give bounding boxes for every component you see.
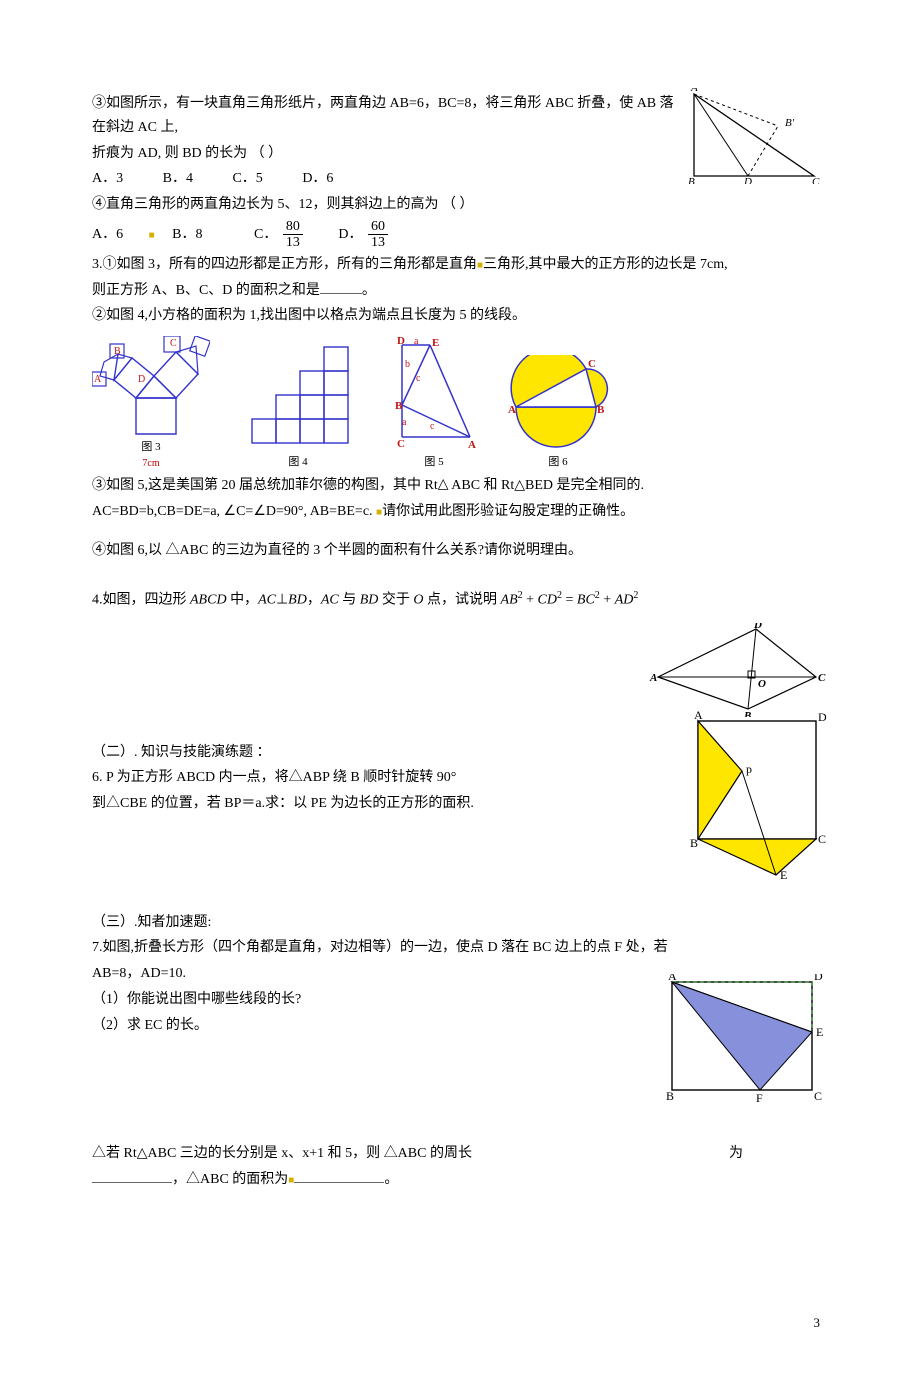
q3-3: ②如图 4,小方格的面积为 1,找出图中以格点为端点且长度为 5 的线段。 xyxy=(92,304,828,328)
q5-l2: AC=BD=b,CB=DE=a, ∠C=∠D=90°, AB=BE=c. ■请你… xyxy=(92,500,828,524)
q3-2: 则正方形 A、B、C、D 的面积之和是。 xyxy=(92,279,828,303)
svg-text:A: A xyxy=(508,404,516,416)
frac-c: 80 13 xyxy=(283,219,303,251)
opt-b: B．4 xyxy=(163,171,193,186)
svg-text:b: b xyxy=(405,359,410,370)
svg-text:B': B' xyxy=(785,117,795,129)
opt-d: D．6 xyxy=(302,171,333,186)
q-hyp-options: A．6 ■ B．8 C． 80 13 D． 60 13 xyxy=(92,219,828,251)
dot-icon: ■ xyxy=(149,230,155,241)
figure-6: A B C 图 6 xyxy=(500,355,616,472)
opt-a: A．3 xyxy=(92,171,123,186)
q-hyp-stem: ④直角三角形的两直角边长为 5、12，则其斜边上的高为 （ ） xyxy=(92,193,828,217)
q5-l1: ③如图 5,这是美国第 20 届总统加菲尔德的构图，其中 Rt△ ABC 和 R… xyxy=(92,474,828,498)
q9-l1: 7.如图,折叠长方形（四个角都是直角，对边相等）的一边，使点 D 落在 BC 边… xyxy=(92,936,828,960)
q6: ④如图 6,以 △ABC 的三边为直径的 3 个半圆的面积有什么关系?请你说明理… xyxy=(92,539,828,563)
svg-text:C: C xyxy=(170,338,177,349)
svg-text:A: A xyxy=(690,88,698,94)
svg-text:D: D xyxy=(753,623,762,631)
svg-text:C: C xyxy=(588,358,596,370)
svg-text:B: B xyxy=(114,346,121,357)
svg-text:C: C xyxy=(818,832,826,846)
svg-text:B: B xyxy=(690,836,698,850)
opt-c: C．5 xyxy=(232,171,262,186)
frac-d: 60 13 xyxy=(368,219,388,251)
svg-text:c: c xyxy=(430,421,435,432)
figure-4: 图 4 xyxy=(228,343,368,472)
svg-text:C: C xyxy=(812,176,820,184)
svg-text:C: C xyxy=(397,438,405,450)
svg-text:A: A xyxy=(649,672,657,684)
svg-text:D: D xyxy=(814,974,823,983)
svg-text:E: E xyxy=(816,1025,823,1039)
svg-text:A: A xyxy=(694,711,703,722)
svg-text:a: a xyxy=(402,417,407,428)
svg-text:c: c xyxy=(416,373,421,384)
figure-3: A B C D 图 3 7cm xyxy=(92,336,210,472)
svg-text:D: D xyxy=(743,176,752,184)
rect-fold-figure: A D E B F C xyxy=(664,974,834,1104)
figure-5: D E a b c B c a C A 图 5 xyxy=(386,337,482,472)
svg-text:a: a xyxy=(414,337,419,347)
svg-text:E: E xyxy=(780,868,787,881)
fold-triangle-figure: A B' B D C xyxy=(688,88,828,184)
svg-text:B: B xyxy=(597,404,605,416)
svg-text:D: D xyxy=(397,337,405,347)
svg-text:D: D xyxy=(818,711,827,724)
svg-text:B: B xyxy=(395,400,403,412)
section-3: （三）.知者加速题: xyxy=(92,911,828,935)
svg-text:B: B xyxy=(688,176,695,184)
svg-text:C: C xyxy=(818,672,826,684)
quadrilateral-figure: A D C B O xyxy=(648,623,828,717)
svg-text:A: A xyxy=(94,374,102,385)
figure-row: A B C D 图 3 7cm 图 4 D xyxy=(92,336,828,472)
square-rotation-figure: A D B C p E xyxy=(688,711,838,881)
svg-text:C: C xyxy=(814,1089,822,1103)
page-number: 3 xyxy=(92,1312,828,1334)
svg-text:B: B xyxy=(666,1089,674,1103)
q7: 4.如图，四边形 ABCD 中，AC⊥BD，AC 与 BD 交于 O 点，试说明… xyxy=(92,587,828,612)
svg-text:A: A xyxy=(468,439,476,451)
svg-text:A: A xyxy=(668,974,677,983)
q10-l1: △若 Rt△ABC 三边的长分别是 x、x+1 和 5，则 △ABC 的周长 为 xyxy=(92,1142,828,1166)
svg-text:p: p xyxy=(746,762,752,776)
svg-text:O: O xyxy=(758,678,766,690)
svg-text:E: E xyxy=(432,337,439,349)
q3-1: 3.①如图 3，所有的四边形都是正方形，所有的三角形都是直角■三角形,其中最大的… xyxy=(92,253,828,277)
svg-text:D: D xyxy=(138,374,145,385)
q10-l2: ，△ABC 的面积为■。 xyxy=(92,1168,828,1192)
svg-text:F: F xyxy=(756,1091,763,1104)
